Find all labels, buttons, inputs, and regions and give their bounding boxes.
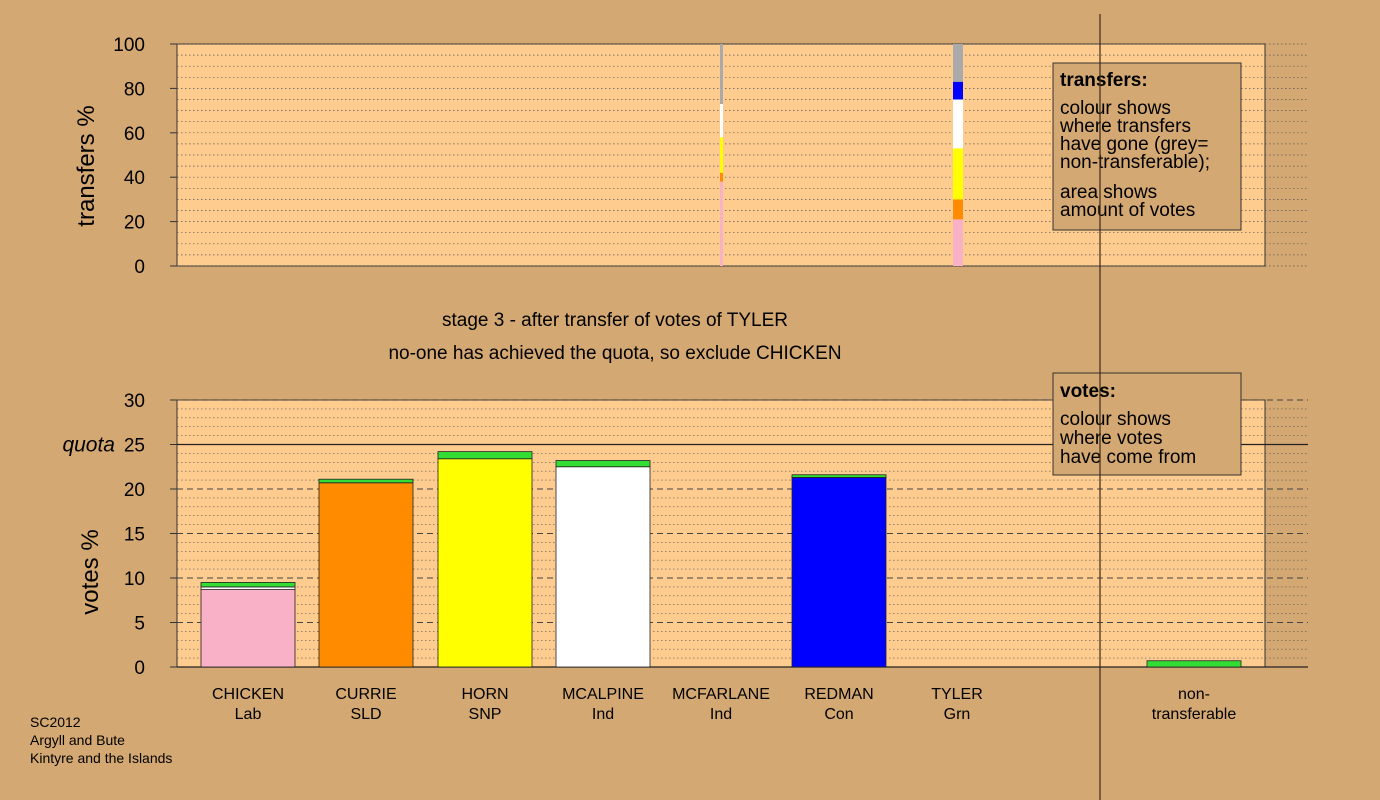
transfer-segment-redman (953, 81, 963, 100)
category-name-label: TYLER (931, 686, 983, 703)
category-party-label: Ind (592, 706, 614, 723)
footer-council: Argyll and Bute (30, 732, 125, 748)
transfers-legend-title: transfers: (1060, 70, 1148, 91)
votes-legend-line: colour shows (1060, 409, 1171, 430)
vote-bar-segment (555, 460, 651, 468)
vote-bar-segment (437, 458, 533, 668)
vote-bar-segment (437, 451, 533, 460)
category-name-label: REDMAN (804, 686, 873, 703)
votes-ytick-label: 10 (124, 569, 145, 590)
stage-title: stage 3 - after transfer of votes of TYL… (442, 310, 788, 331)
votes-ytick-label: 5 (134, 614, 145, 635)
votes-ytick-label: 25 (124, 436, 145, 457)
transfers-ytick-label: 20 (124, 213, 145, 234)
vote-bar-segment (791, 474, 887, 478)
vote-bar-segment (791, 477, 887, 668)
category-name-label: MCFARLANE (672, 686, 770, 703)
category-name-label: CHICKEN (212, 686, 284, 703)
footer-ward: Kintyre and the Islands (30, 750, 172, 766)
transfer-segment-mcalpine (953, 99, 963, 149)
transfer-segment-horn (953, 148, 963, 200)
votes-ytick-label: 30 (124, 391, 145, 412)
footer-election: SC2012 (30, 714, 81, 730)
transfers-y-axis-label: transfers % (73, 105, 100, 226)
transfers-ytick-label: 60 (124, 124, 145, 145)
votes-legend-title: votes: (1060, 381, 1116, 402)
category-name-label: CURRIE (335, 686, 396, 703)
transfers-ytick-label: 0 (134, 257, 145, 278)
category-party-label: SNP (469, 706, 502, 723)
transfers-legend-box (1052, 62, 1242, 231)
transfer-segment-mcalpine (720, 103, 723, 138)
votes-ytick-label: 20 (124, 480, 145, 501)
quota-label: quota (62, 434, 115, 457)
transfer-segment-non-transferable (953, 44, 963, 82)
transfers-legend-line: colour shows (1060, 98, 1171, 119)
transfer-segment-horn (720, 137, 723, 173)
transfers-legend-line: non-transferable); (1060, 152, 1210, 173)
votes-y-axis-label: votes % (77, 529, 104, 614)
category-party-label: transferable (1152, 706, 1237, 723)
transfers-legend-line: area shows (1060, 182, 1157, 203)
votes-legend-box (1052, 372, 1242, 476)
votes-legend-line: have come from (1060, 447, 1196, 468)
category-party-label: Con (824, 706, 853, 723)
category-party-label: Lab (235, 706, 262, 723)
category-name-label: MCALPINE (562, 686, 644, 703)
transfers-ytick-label: 40 (124, 168, 145, 189)
category-party-label: Grn (944, 706, 971, 723)
transfers-legend-line: have gone (grey= (1060, 134, 1208, 155)
category-name-label: non- (1178, 686, 1210, 703)
vote-bar-segment (1146, 660, 1242, 668)
transfer-segment-currie (953, 199, 963, 220)
category-name-label: HORN (461, 686, 508, 703)
stage-subtitle: no-one has achieved the quota, so exclud… (388, 343, 841, 364)
vote-bar-segment (555, 466, 651, 668)
category-party-label: Ind (710, 706, 732, 723)
category-party-label: SLD (350, 706, 381, 723)
vote-bar-segment (200, 582, 296, 588)
transfers-legend-line: where transfers (1059, 116, 1191, 137)
transfers-ytick-label: 100 (113, 35, 145, 56)
votes-ytick-label: 0 (134, 658, 145, 679)
vote-bar-segment (200, 586, 296, 590)
votes-ytick-label: 15 (124, 525, 145, 546)
vote-bar-segment (200, 589, 296, 668)
transfer-segment-currie (720, 172, 723, 182)
votes-legend-line: where votes (1059, 428, 1162, 449)
transfer-segment-non-transferable (720, 44, 723, 104)
transfers-ytick-label: 80 (124, 79, 145, 100)
vote-bar-segment (318, 482, 414, 668)
transfers-legend-line: amount of votes (1060, 200, 1195, 221)
transfer-segment-chicken (720, 181, 723, 266)
vote-bar-segment (318, 478, 414, 484)
transfer-segment-chicken (953, 219, 963, 266)
